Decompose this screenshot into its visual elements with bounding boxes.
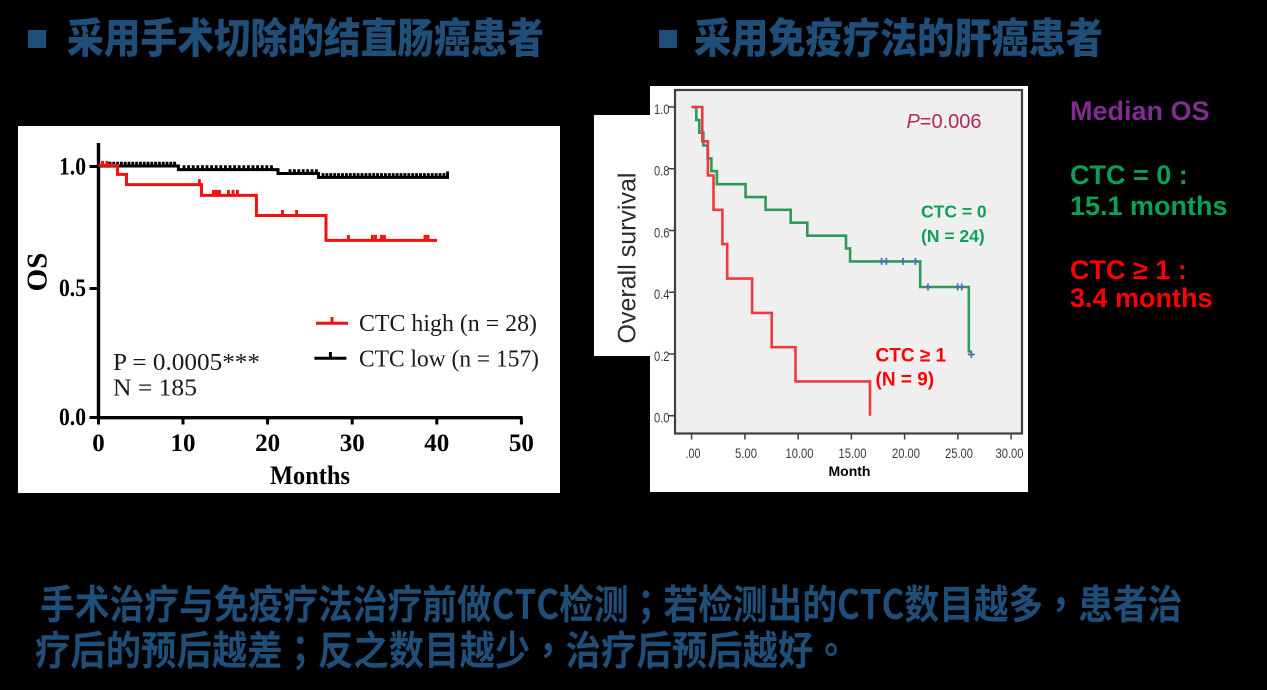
svg-text:OS: OS (22, 253, 54, 292)
svg-text:15.00: 15.00 (839, 445, 867, 461)
svg-text:40: 40 (424, 430, 449, 457)
svg-text:1.0: 1.0 (654, 101, 670, 117)
svg-text:30: 30 (340, 430, 365, 457)
svg-text:CTC low (n = 157): CTC low (n = 157) (359, 345, 539, 372)
svg-text:P=0.006: P=0.006 (906, 111, 981, 133)
svg-text:20.00: 20.00 (892, 445, 920, 461)
svg-text:0.5: 0.5 (59, 275, 86, 302)
svg-text:5.00: 5.00 (735, 445, 757, 461)
svg-text:20: 20 (255, 430, 280, 457)
svg-text:50: 50 (509, 430, 534, 457)
svg-text:0.8: 0.8 (654, 163, 670, 179)
svg-text:0.0: 0.0 (59, 404, 86, 431)
svg-text:P = 0.0005***: P = 0.0005*** (113, 350, 260, 376)
svg-text:0.4: 0.4 (654, 286, 670, 302)
svg-text:30.00: 30.00 (996, 445, 1024, 461)
svg-text:0.6: 0.6 (654, 224, 670, 240)
svg-text:0.2: 0.2 (654, 348, 670, 364)
svg-text:.00: .00 (686, 445, 701, 461)
svg-text:25.00: 25.00 (945, 445, 973, 461)
svg-text:Month: Month (829, 463, 871, 479)
svg-text:1.0: 1.0 (59, 153, 86, 180)
svg-text:CTC = 0: CTC = 0 (921, 201, 987, 221)
svg-text:(N = 9): (N = 9) (876, 370, 935, 391)
svg-text:0.0: 0.0 (654, 410, 670, 426)
svg-text:N = 185: N = 185 (113, 376, 197, 402)
svg-text:10.00: 10.00 (786, 445, 814, 461)
svg-text:CTC ≥ 1: CTC ≥ 1 (876, 346, 947, 367)
svg-text:CTC high (n = 28): CTC high (n = 28) (359, 310, 537, 337)
svg-text:0: 0 (92, 430, 105, 457)
svg-text:(N = 24): (N = 24) (921, 226, 985, 246)
svg-text:10: 10 (171, 430, 196, 457)
svg-text:Months: Months (270, 461, 350, 490)
